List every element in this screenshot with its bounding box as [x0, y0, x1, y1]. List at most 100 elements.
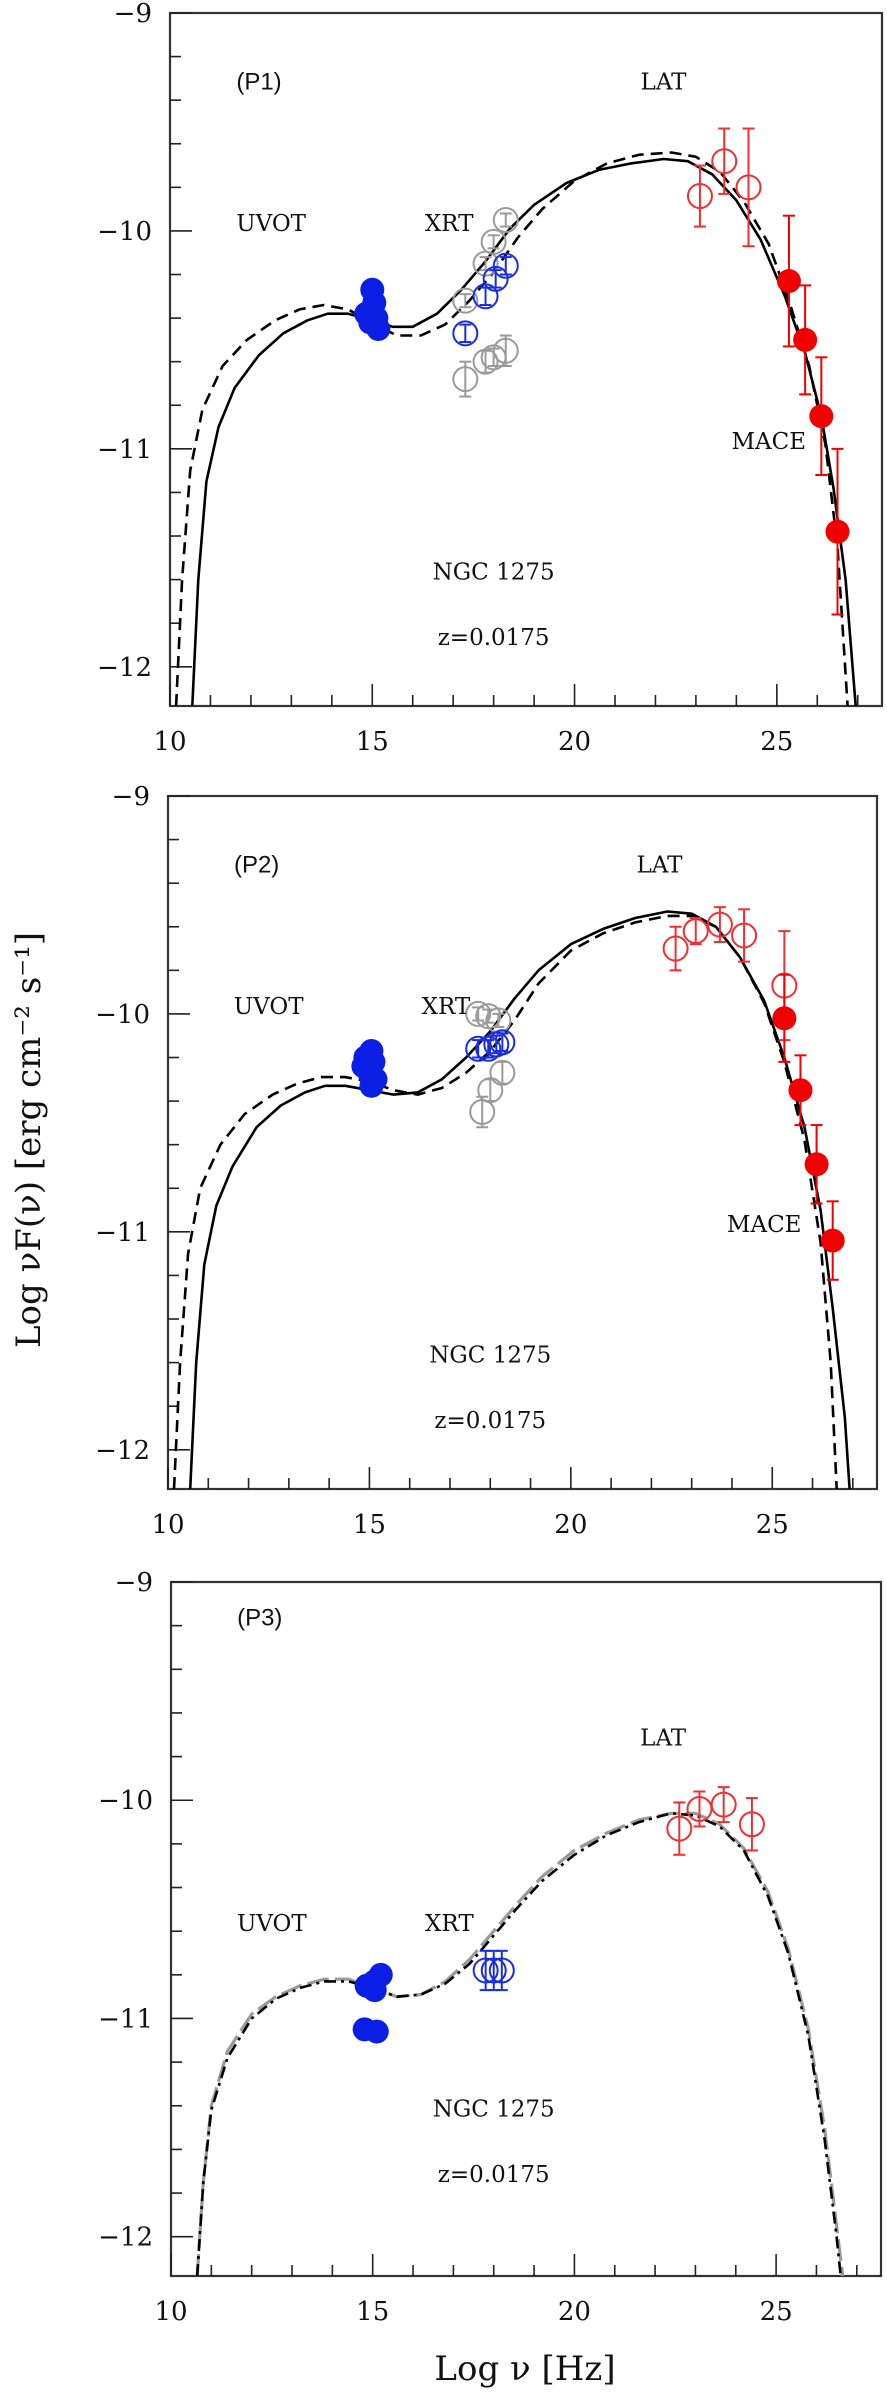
data-point: [809, 404, 834, 429]
y-axis-title: Log νF(ν) [erg cm⁻² s⁻¹]: [9, 932, 49, 1348]
annotation-redshift: z=0.0175: [438, 2162, 550, 2188]
data-point: [492, 207, 519, 234]
model-solid: [188, 910, 851, 1489]
data-point: [452, 287, 479, 314]
data-point: [706, 911, 733, 938]
annotation-mace: MACE: [727, 1212, 802, 1238]
series-xrt-blue: [465, 1029, 516, 1062]
model-dashdot: [195, 1812, 842, 2276]
data-point: [735, 174, 762, 201]
data-point: [686, 183, 713, 210]
data-point: [710, 1791, 737, 1818]
data-point: [472, 250, 499, 277]
data-point: [666, 1815, 693, 1842]
data-point: [489, 1059, 516, 1086]
panel-p3: 10 15 20 25 −9 −10 −11 −12 (P3) UVOT XRT LAT NGC 127…: [98, 1568, 883, 2327]
plot-frame: [169, 1580, 883, 2278]
data-point: [492, 337, 519, 364]
series-xrt-gray: [452, 207, 519, 398]
x-tick-label: 25: [756, 1510, 789, 1540]
y-tick-label: −9: [115, 1568, 153, 1598]
y-tick-label: −10: [98, 1786, 153, 1816]
data-point: [825, 519, 850, 544]
data-point: [465, 1000, 492, 1027]
panel-p2: 10 15 20 25 −9 −10 −11 −12 (P2) UVOT XRT LAT MACE NGC…: [95, 782, 879, 1540]
data-point: [776, 269, 801, 294]
annotation-source: NGC 1275: [429, 1343, 551, 1369]
series-xrt-gray: [465, 1000, 516, 1129]
model-gray-longdash: [195, 1811, 845, 2276]
data-point: [662, 935, 689, 962]
series-lat: [666, 1786, 765, 1856]
annotation-redshift: z=0.0175: [434, 1408, 546, 1434]
panel-tag: (P1): [236, 68, 281, 95]
y-tick-label: −11: [98, 2004, 153, 2034]
y-tick-label: −12: [95, 1436, 150, 1466]
panel-p1: 10 15 20 25 −9 −10 −11 −12 (P1) UVOT XRT LAT MACE NGC…: [97, 0, 884, 757]
y-tick-label: −9: [112, 782, 150, 812]
annotation-lat: LAT: [640, 1726, 687, 1752]
y-tick-label: −12: [97, 653, 152, 683]
annotation-xrt: XRT: [422, 994, 471, 1020]
y-tick-label: −12: [98, 2223, 153, 2253]
series-uvot: [351, 1038, 388, 1098]
data-point: [362, 1978, 387, 2003]
panel-tag: (P3): [237, 1605, 282, 1632]
panel-tag: (P2): [234, 851, 279, 878]
model-dashed: [172, 914, 838, 1489]
annotation-uvot: UVOT: [234, 994, 304, 1020]
data-point: [366, 316, 391, 341]
x-tick-label: 15: [353, 1510, 386, 1540]
data-point: [793, 327, 818, 352]
y-tick-label: −9: [114, 0, 152, 29]
x-tick-label: 15: [356, 2297, 389, 2327]
y-tick-label: −11: [95, 1218, 150, 1248]
data-point: [682, 918, 709, 945]
series-mace: [776, 214, 850, 616]
annotation-uvot: UVOT: [236, 211, 306, 237]
data-point: [772, 1006, 797, 1031]
series-uvot: [354, 277, 391, 341]
data-point: [452, 366, 479, 393]
series-xrt-blue: [452, 252, 519, 347]
x-tick-label: 15: [356, 727, 389, 757]
plot-frame: [168, 11, 884, 708]
y-tick-label: −10: [97, 217, 152, 247]
x-axis-title: Log ν [Hz]: [434, 2349, 615, 2389]
series-mace: [772, 973, 845, 1281]
data-point: [364, 2019, 389, 2044]
x-tick-label: 10: [151, 1510, 184, 1540]
x-tick-label: 20: [554, 1510, 587, 1540]
data-point: [465, 1035, 492, 1062]
x-tick-label: 10: [153, 727, 186, 757]
x-tick-label: 20: [558, 727, 591, 757]
x-tick-label: 25: [760, 2297, 793, 2327]
data-point: [738, 1811, 765, 1838]
annotation-lat: LAT: [641, 69, 688, 95]
data-point: [731, 922, 758, 949]
data-point: [711, 148, 738, 175]
annotation-xrt: XRT: [425, 211, 474, 237]
series-lat: [686, 127, 762, 248]
plot-frame: [166, 794, 879, 1491]
data-point: [788, 1078, 813, 1103]
series-xrt-blue: [472, 1949, 515, 1992]
annotation-xrt: XRT: [425, 1911, 474, 1937]
y-tick-label: −10: [95, 1000, 150, 1030]
data-point: [472, 1957, 499, 1984]
x-tick-label: 20: [558, 2297, 591, 2327]
data-point: [488, 1957, 515, 1984]
data-point: [359, 1073, 384, 1098]
annotation-source: NGC 1275: [433, 560, 555, 586]
annotation-source: NGC 1275: [433, 2097, 555, 2123]
x-tick-label: 10: [154, 2297, 187, 2327]
data-point: [452, 320, 479, 347]
annotation-redshift: z=0.0175: [438, 625, 550, 651]
data-point: [804, 1152, 829, 1177]
y-tick-label: −11: [97, 435, 152, 465]
data-point: [472, 283, 499, 310]
annotation-mace: MACE: [731, 429, 806, 455]
data-point: [489, 1029, 516, 1056]
data-point: [492, 252, 519, 279]
